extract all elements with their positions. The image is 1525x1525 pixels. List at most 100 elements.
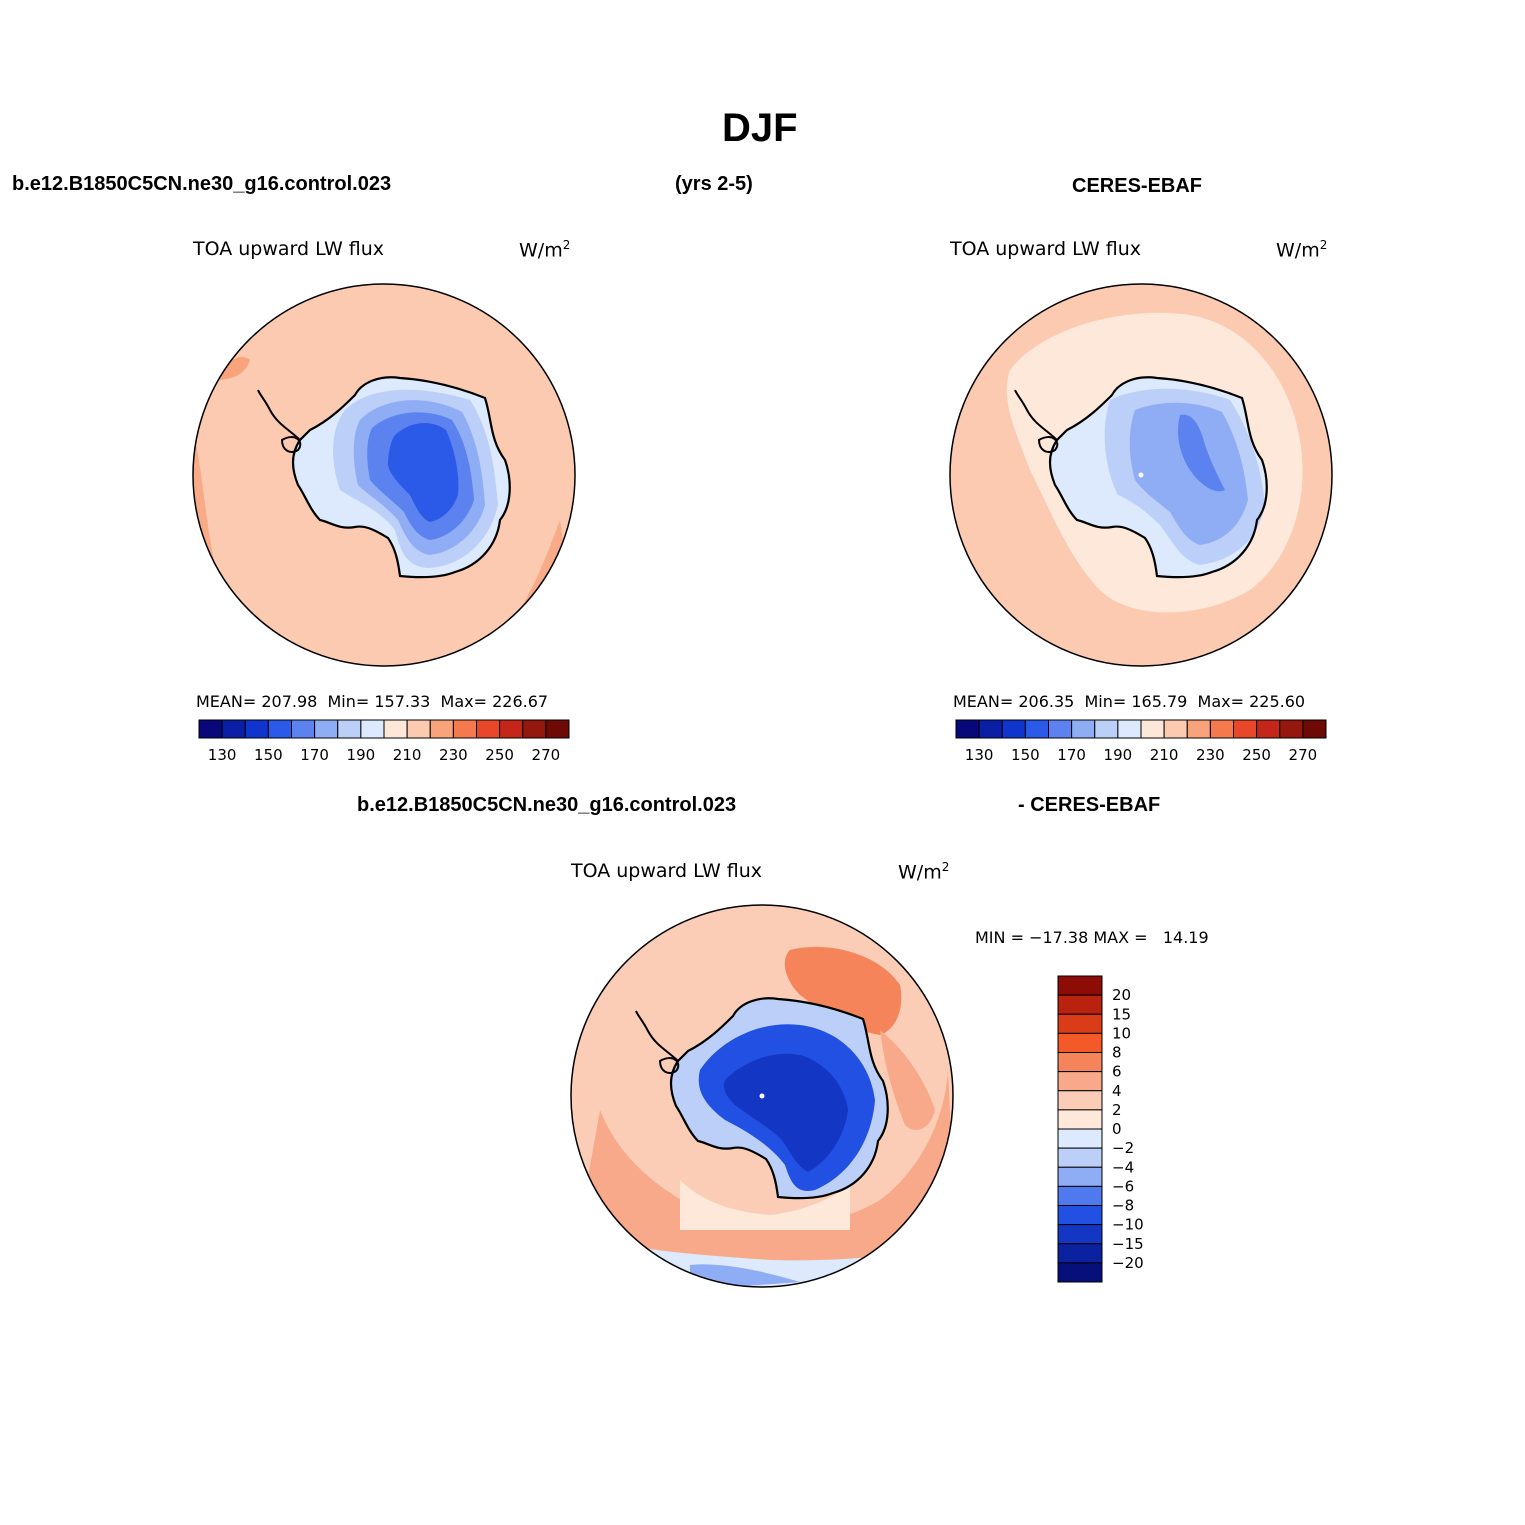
panel3-map-border xyxy=(570,904,954,1288)
colorbar-swatch xyxy=(406,719,431,739)
units-exponent: 2 xyxy=(1319,238,1328,252)
max-value: 225.60 xyxy=(1249,692,1306,711)
colorbar-tick-label: 270 xyxy=(1289,746,1318,764)
colorbar-tick-label: 150 xyxy=(1011,746,1040,764)
colorbar-swatch xyxy=(1057,1071,1103,1092)
colorbar-swatch xyxy=(978,719,1003,739)
colorbar-tick-label: −6 xyxy=(1112,1177,1134,1195)
colorbar-swatch xyxy=(244,719,269,739)
colorbar-swatch xyxy=(1057,1128,1103,1149)
colorbar-swatch xyxy=(1233,719,1258,739)
years-label: (yrs 2-5) xyxy=(675,173,753,195)
colorbar-swatch xyxy=(314,719,339,739)
peninsula-coastline xyxy=(1014,389,1058,441)
panel3-minmax: MIN = −17.38 MAX = 14.19 xyxy=(975,928,1209,947)
obs-name-label: CERES-EBAF xyxy=(1072,175,1203,197)
cold-core xyxy=(723,1053,848,1172)
colorbar-swatch xyxy=(429,719,454,739)
colorbar-swatch xyxy=(1057,1262,1103,1283)
colorbar-swatch xyxy=(1057,1243,1103,1264)
colorbar-tick-label: 170 xyxy=(1057,746,1086,764)
max-label: Max= xyxy=(440,692,488,711)
units-text: W/m xyxy=(1276,239,1320,262)
colorbar-tick-label: −2 xyxy=(1112,1139,1134,1157)
island-coastline xyxy=(1037,436,1059,453)
panel2-variable: TOA upward LW flux xyxy=(950,238,1142,260)
colorbar-swatch xyxy=(1256,719,1281,739)
units-text: W/m xyxy=(519,239,563,262)
colorbar-swatch xyxy=(1057,1205,1103,1226)
colorbar-swatch xyxy=(337,719,362,739)
neutral-region xyxy=(680,1180,850,1230)
colorbar-swatch xyxy=(1057,1185,1103,1206)
colorbar-swatch xyxy=(221,719,246,739)
colorbar-tick-label: 6 xyxy=(1112,1063,1122,1081)
units-text: W/m xyxy=(898,861,942,884)
colorbar-swatch xyxy=(1057,1109,1103,1130)
panel1-map-border xyxy=(192,283,576,667)
colorbar-tick-label: 130 xyxy=(208,746,237,764)
colorbar-swatch xyxy=(1057,1147,1103,1168)
colorbar-swatch xyxy=(1094,719,1119,739)
warm-region xyxy=(880,1030,935,1130)
max-label: Max= xyxy=(1197,692,1245,711)
colorbar-tick-label: 190 xyxy=(347,746,376,764)
peninsula-coastline xyxy=(635,1010,679,1062)
warm-region xyxy=(784,946,902,1035)
mean-value: 207.98 xyxy=(261,692,318,711)
min-label: Min= xyxy=(1084,692,1127,711)
colorbar-tick-label: −10 xyxy=(1112,1216,1144,1234)
colorbar-swatch xyxy=(1117,719,1142,739)
colorbar-tick-label: 130 xyxy=(965,746,994,764)
colorbar-tick-label: 2 xyxy=(1112,1101,1122,1119)
colorbar-swatch xyxy=(545,719,570,739)
colorbar-tick-label: 0 xyxy=(1112,1120,1122,1138)
units-exponent: 2 xyxy=(562,238,571,252)
warm-region xyxy=(571,1070,953,1287)
colorbar-tick-label: −15 xyxy=(1112,1235,1144,1253)
min-value: 165.79 xyxy=(1131,692,1188,711)
panel2-stats: MEAN= 206.35 Min= 165.79 Max= 225.60 xyxy=(953,692,1305,711)
panel2-map-border xyxy=(949,283,1333,667)
colorbar-swatch xyxy=(1057,1224,1103,1245)
colorbar-swatch xyxy=(1302,719,1327,739)
colorbar-tick-label: −20 xyxy=(1112,1254,1144,1272)
panel1-map xyxy=(193,284,575,666)
colorbar-swatch xyxy=(291,719,316,739)
colorbar-swatch xyxy=(1057,975,1103,996)
panel2-units: W/m2 xyxy=(1276,238,1327,261)
colorbar-tick-label: 8 xyxy=(1112,1044,1122,1062)
colorbar-swatch xyxy=(267,719,292,739)
colorbar-swatch xyxy=(1071,719,1096,739)
diff-obs-label: - CERES-EBAF xyxy=(1018,794,1161,816)
panel3-variable: TOA upward LW flux xyxy=(571,860,763,882)
panel1-variable: TOA upward LW flux xyxy=(193,238,385,260)
colorbar-tick-label: 270 xyxy=(532,746,561,764)
colorbar-swatch xyxy=(1057,1090,1103,1111)
diff-case-label: b.e12.B1850C5CN.ne30_g16.control.023 xyxy=(357,794,737,816)
colorbar-swatch xyxy=(476,719,501,739)
colorbar-swatch xyxy=(1209,719,1234,739)
colorbar-tick-label: 150 xyxy=(254,746,283,764)
plot-title: DJF xyxy=(722,106,798,150)
colorbar-swatch xyxy=(1186,719,1211,739)
panel3-units: W/m2 xyxy=(898,860,949,883)
colorbar-tick-label: −8 xyxy=(1112,1197,1134,1215)
colorbar-tick-label: 210 xyxy=(393,746,422,764)
colorbar-swatch xyxy=(1163,719,1188,739)
panel2-colorbar: 130 150 170 190 210 230 250 270 xyxy=(955,719,1327,764)
mean-label: MEAN= xyxy=(953,692,1014,711)
pole-marker xyxy=(1138,472,1144,478)
colorbar-swatch xyxy=(1057,1032,1103,1053)
panel1-units: W/m2 xyxy=(519,238,570,261)
units-exponent: 2 xyxy=(941,860,950,874)
colorbar-tick-label: 170 xyxy=(300,746,329,764)
colorbar-swatch xyxy=(1140,719,1165,739)
min-value: 157.33 xyxy=(374,692,431,711)
colorbar-swatch xyxy=(499,719,524,739)
colorbar-tick-label: 230 xyxy=(1196,746,1225,764)
colorbar-swatch xyxy=(955,719,980,739)
colorbar-swatch xyxy=(1048,719,1073,739)
